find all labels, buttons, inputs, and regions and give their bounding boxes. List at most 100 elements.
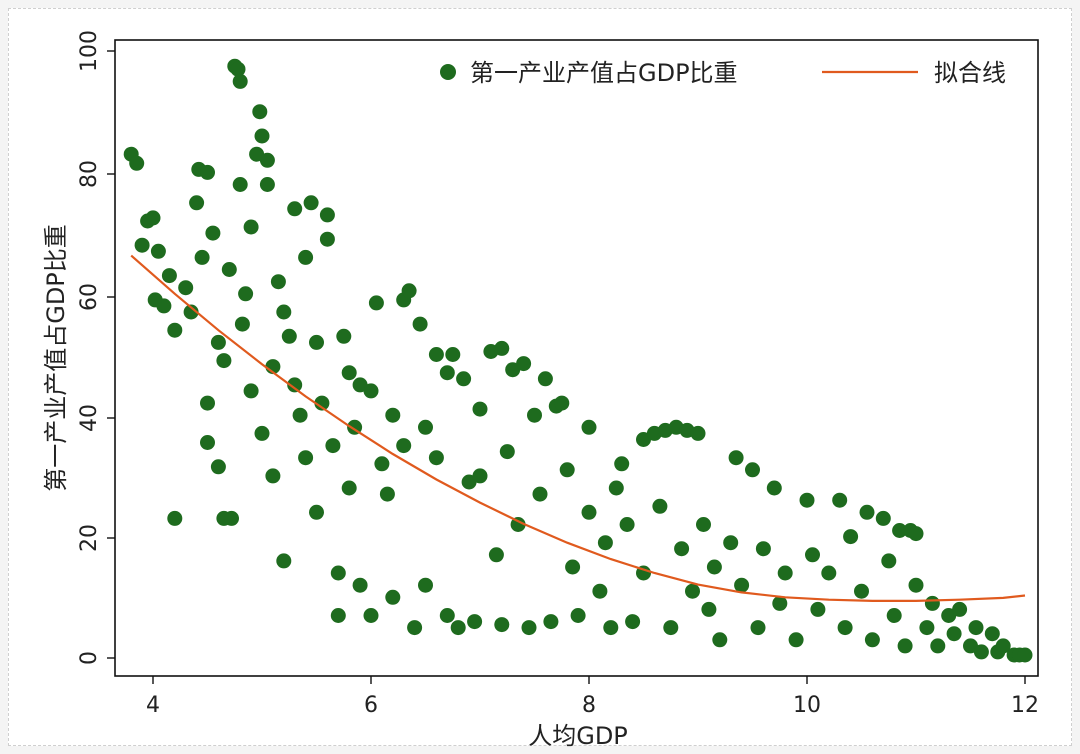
data-point [750,620,766,636]
data-point [189,195,205,211]
legend-marker-points [440,64,456,80]
data-point [952,601,968,617]
data-point [287,201,303,217]
data-point [396,438,412,454]
data-point [341,365,357,381]
data-point [418,577,433,593]
y-axis-title: 第一产业产值占GDP比重 [42,224,70,492]
data-point [210,334,226,350]
data-point [968,620,984,636]
data-point [407,620,423,636]
data-point [200,164,215,180]
data-point [385,589,401,605]
data-point [777,565,793,581]
data-point [281,328,297,344]
data-point [843,529,859,545]
data-point [554,395,570,411]
data-point [685,583,700,599]
data-point [570,608,586,623]
data-point [352,577,368,593]
data-point [401,283,417,299]
data-point [832,492,848,508]
data-point [309,334,324,350]
data-point [243,219,259,235]
y-tick-label: 60 [77,283,102,311]
data-point [363,608,379,623]
data-point [537,371,553,387]
data-point [276,304,292,320]
data-point [810,601,826,617]
data-point [930,638,946,654]
y-tick-label: 0 [77,651,102,665]
data-point [696,517,711,532]
data-point [385,407,401,423]
data-point [592,583,608,599]
data-point [488,547,504,563]
data-point [674,541,690,557]
data-point [183,304,199,320]
data-point [614,456,630,472]
data-point [341,480,357,496]
x-tick-label: 8 [582,693,596,718]
y-tick-label: 40 [77,404,102,432]
data-point [897,638,913,654]
data-point [881,553,897,569]
data-point [837,620,853,636]
data-point [238,286,254,302]
data-point [510,517,526,532]
data-point [772,595,788,611]
data-point [287,377,303,393]
data-point [368,295,384,311]
data-point [309,504,324,520]
data-point [527,407,542,423]
data-point [745,462,760,478]
legend: 第一产业产值占GDP比重 拟合线 [440,59,1006,87]
data-point [374,456,390,472]
data-point [799,492,815,508]
data-point [723,535,739,551]
scatter-points [123,58,1033,663]
data-point [230,61,246,77]
legend-label-points: 第一产业产值占GDP比重 [470,59,738,87]
data-point [134,237,150,253]
data-point [565,559,581,575]
data-point [224,510,239,526]
data-point [363,383,379,399]
data-point [886,608,902,623]
data-point [712,632,728,648]
legend-label-fit: 拟合线 [934,59,1006,87]
data-point [581,504,597,520]
data-point [532,486,548,502]
data-point [472,401,488,417]
data-point [766,480,782,496]
data-point [973,644,989,660]
data-point [412,316,428,332]
data-point [450,620,466,636]
data-point [428,347,444,362]
data-point [946,626,962,642]
data-point [652,498,668,514]
data-point [319,207,335,223]
y-tick-label: 80 [77,160,102,188]
data-point [821,565,837,581]
data-point [625,614,641,630]
data-point [941,608,957,623]
data-point [636,432,651,447]
data-point [494,617,510,633]
data-point [210,459,226,475]
data-point [205,225,221,241]
data-point [276,553,292,569]
y-axis: 0 20 40 60 80 100 [77,30,115,665]
data-point [505,362,521,378]
data-point [232,177,248,192]
data-point [875,510,891,526]
data-point [167,322,183,338]
data-point [298,450,314,466]
data-point [521,620,537,636]
data-point [919,620,935,636]
data-point [298,249,314,265]
data-point [243,383,259,399]
data-point [439,365,455,381]
data-point [663,620,679,636]
data-point [330,565,346,581]
